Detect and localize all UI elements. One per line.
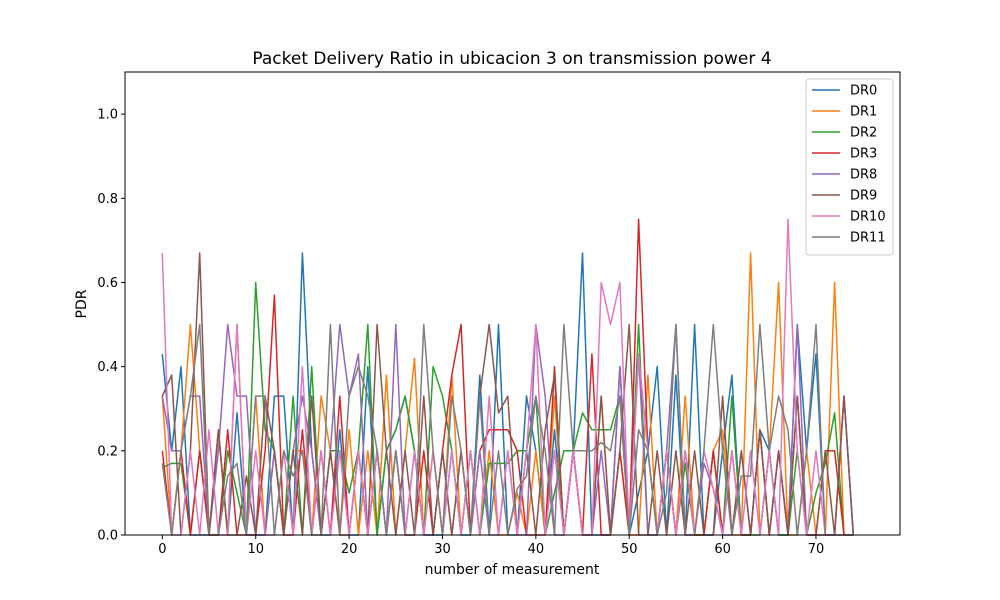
x-tick-label: 40 bbox=[528, 542, 545, 557]
legend-label-dr2: DR2 bbox=[850, 126, 877, 141]
plot-lines bbox=[161, 218, 855, 536]
legend-box bbox=[805, 78, 894, 256]
series-line-dr1 bbox=[161, 252, 854, 536]
x-axis-label: number of measurement bbox=[425, 562, 600, 578]
chart-title: Packet Delivery Ratio in ubicacion 3 on … bbox=[252, 49, 771, 69]
plot-frame bbox=[124, 71, 901, 536]
x-tick-label: 20 bbox=[341, 542, 358, 557]
y-axis-label: PDR bbox=[74, 289, 90, 318]
y-tick-label: 0.0 bbox=[97, 529, 118, 544]
legend-label-dr3: DR3 bbox=[850, 147, 877, 162]
series-line-dr9 bbox=[161, 252, 855, 536]
y-tick-label: 0.6 bbox=[97, 276, 118, 291]
y-tick-label: 1.0 bbox=[97, 108, 118, 123]
x-tick-label: 50 bbox=[621, 542, 638, 557]
y-axis: 0.0 0.2 0.4 0.6 0.8 1.0 bbox=[97, 108, 125, 544]
x-tick-label: 10 bbox=[247, 542, 264, 557]
x-tick-label: 0 bbox=[158, 542, 166, 557]
legend: DR0 DR1 DR2 DR3 DR8 DR9 DR10 DR11 bbox=[805, 78, 894, 256]
y-tick-label: 0.8 bbox=[97, 192, 118, 207]
x-axis: 0 10 20 30 40 50 60 70 bbox=[158, 535, 824, 557]
legend-label-dr0: DR0 bbox=[850, 84, 877, 99]
legend-label-dr9: DR9 bbox=[850, 189, 877, 204]
x-tick-label: 70 bbox=[808, 542, 825, 557]
legend-label-dr1: DR1 bbox=[850, 105, 877, 120]
y-tick-label: 0.4 bbox=[97, 360, 118, 375]
y-tick-label: 0.2 bbox=[97, 444, 118, 459]
legend-label-dr11: DR11 bbox=[850, 231, 886, 246]
x-tick-label: 60 bbox=[714, 542, 731, 557]
x-tick-label: 30 bbox=[434, 542, 451, 557]
legend-label-dr8: DR8 bbox=[850, 168, 877, 183]
legend-label-dr10: DR10 bbox=[850, 210, 886, 225]
